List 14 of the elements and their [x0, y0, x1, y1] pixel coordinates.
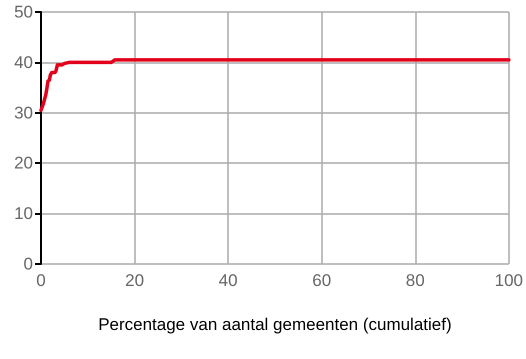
x-tick-label: 40: [218, 271, 238, 290]
x-tick-label: 20: [125, 271, 144, 290]
y-tick-label: 0: [24, 254, 33, 274]
y-tick-label: 30: [14, 103, 33, 122]
x-axis-title: Percentage van aantal gemeenten (cumulatief): [98, 315, 452, 334]
line-series: [39, 58, 511, 112]
x-tick-label: 0: [36, 271, 46, 290]
y-tick-label: 50: [14, 2, 33, 22]
x-tick-label: 80: [406, 271, 425, 290]
x-tick-label: 100: [494, 271, 524, 290]
y-tick-label: 10: [14, 204, 33, 224]
y-tick-label: 20: [14, 154, 33, 173]
y-tick-label: 40: [14, 52, 33, 72]
x-tick-label: 60: [312, 271, 332, 290]
